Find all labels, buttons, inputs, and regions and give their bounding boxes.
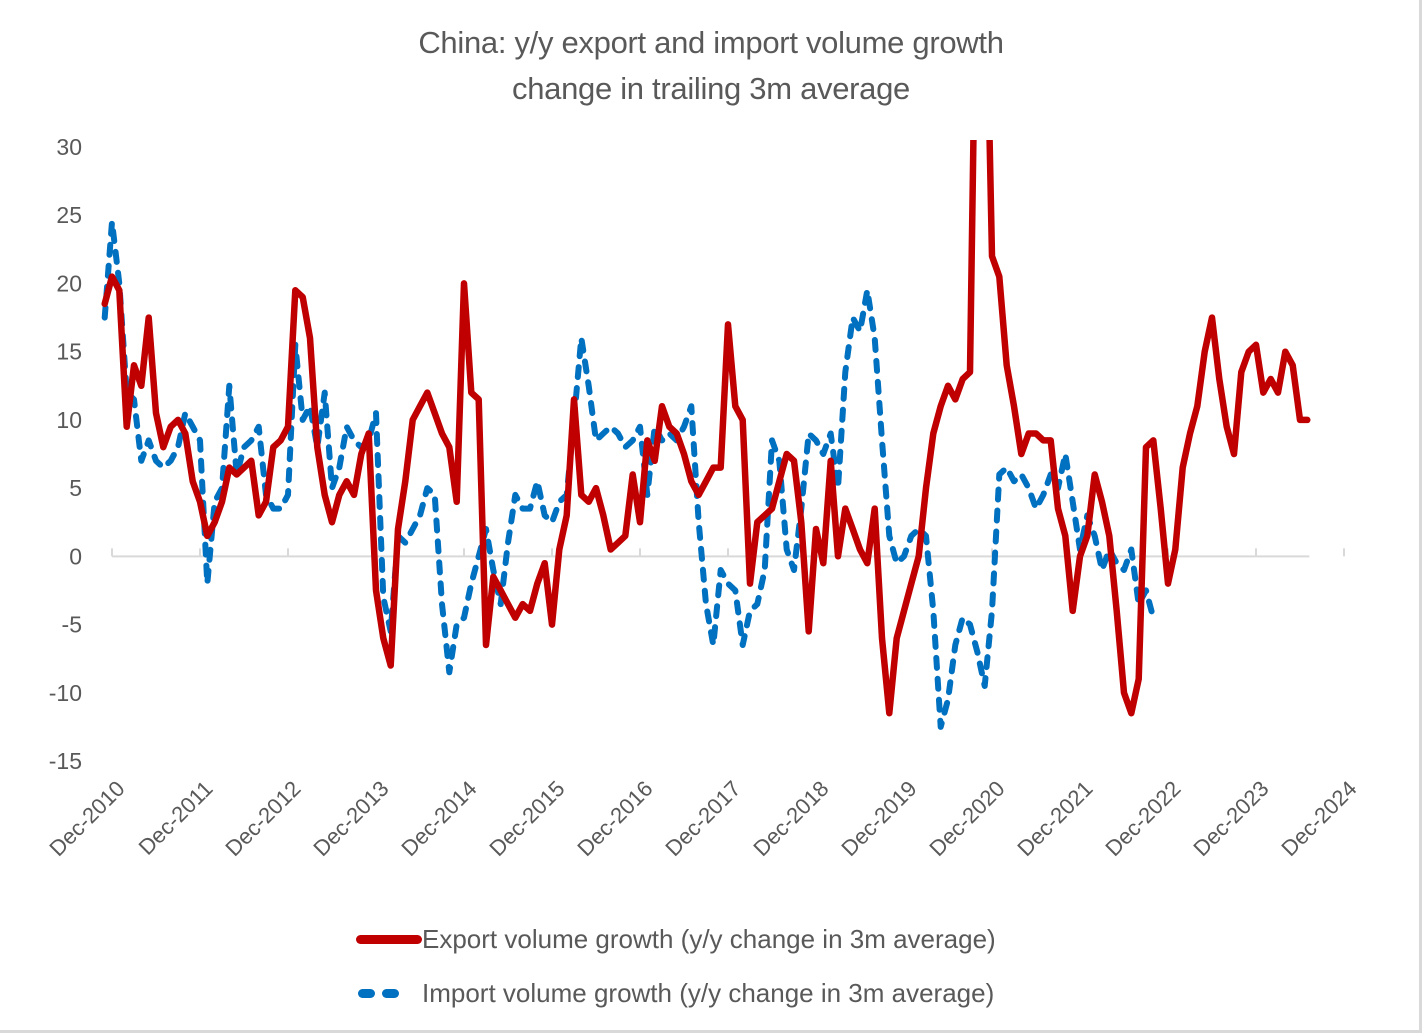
y-tick-label: 0 [69,543,82,569]
y-tick-label: 5 [69,475,82,501]
y-tick-label: -10 [49,680,82,706]
x-tick-label: Dec-2020 [924,776,1009,861]
x-tick-label: Dec-2017 [660,776,745,861]
x-tick-label: Dec-2019 [836,776,921,861]
chart-title-line2: change in trailing 3m average [512,71,910,106]
y-tick-label: 20 [56,270,82,296]
y-axis: 30 25 20 15 10 5 0 -5 -10 -15 [49,134,82,774]
y-tick-label: 10 [56,407,82,433]
y-tick-label: -15 [49,748,82,774]
x-tick-label: Dec-2024 [1276,776,1361,861]
x-tick-label: Dec-2022 [1100,776,1185,861]
chart-title: China: y/y export and import volume grow… [0,20,1422,112]
x-tick-label: Dec-2016 [572,776,657,861]
x-tick-label: Dec-2023 [1188,776,1273,861]
y-tick-label: 25 [56,202,82,228]
legend-item-export[interactable]: Export volume growth (y/y change in 3m a… [356,924,996,955]
x-tick-label: Dec-2021 [1012,776,1097,861]
legend-label-export: Export volume growth (y/y change in 3m a… [422,924,996,954]
x-tick-label: Dec-2014 [396,776,481,861]
y-tick-label: 30 [56,134,82,160]
x-tick-label: Dec-2011 [134,776,218,860]
import-series-line [101,219,1157,730]
y-tick-label: 15 [56,339,82,365]
legend-swatch-import [356,988,422,999]
x-tick-label: Dec-2010 [44,776,129,861]
x-tick-label: Dec-2013 [308,776,393,861]
chart-title-line1: China: y/y export and import volume grow… [418,25,1004,60]
x-tick-label: Dec-2015 [484,776,569,861]
x-tick-label: Dec-2012 [220,776,305,861]
x-tick-label: Dec-2018 [748,776,833,861]
legend-label-import: Import volume growth (y/y change in 3m a… [422,978,995,1008]
y-tick-label: -5 [62,612,82,638]
legend-item-import[interactable]: Import volume growth (y/y change in 3m a… [356,978,994,1009]
series-group [101,140,1311,730]
legend-swatch-export [356,935,422,944]
export-series-line [101,140,1311,717]
